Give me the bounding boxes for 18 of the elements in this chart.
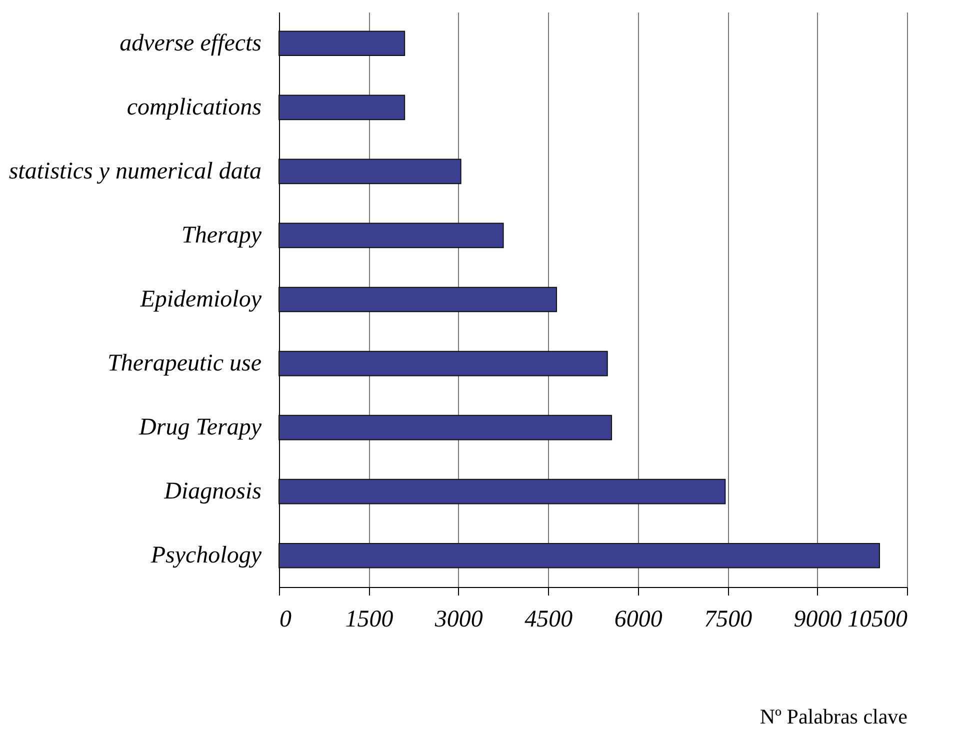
y-tick-label: complications (126, 94, 262, 120)
y-tick-label: Therapy (182, 222, 262, 248)
x-tick-label: 1500 (345, 606, 394, 632)
y-tick-label: adverse effects (120, 30, 262, 56)
x-tick-label: 4500 (524, 606, 573, 632)
y-tick-label: Diagnosis (163, 478, 262, 505)
x-tick-label: 3000 (434, 606, 483, 632)
x-tick-label: 6000 (614, 606, 662, 632)
x-tick-label: 9000 (794, 606, 842, 632)
y-tick-label: Psychology (150, 542, 262, 569)
y-tick-label: statistics y numerical data (8, 158, 262, 184)
x-tick-label: 7500 (704, 606, 752, 632)
x-axis-title: Nº Palabras clave (760, 704, 908, 728)
x-tick-label: 10500 (848, 606, 908, 632)
y-tick-label: Epidemioloy (139, 286, 262, 312)
y-tick-label: Therapeutic use (108, 350, 262, 377)
x-tick-label: 0 (280, 606, 292, 632)
y-tick-label: Drug Terapy (138, 414, 262, 441)
